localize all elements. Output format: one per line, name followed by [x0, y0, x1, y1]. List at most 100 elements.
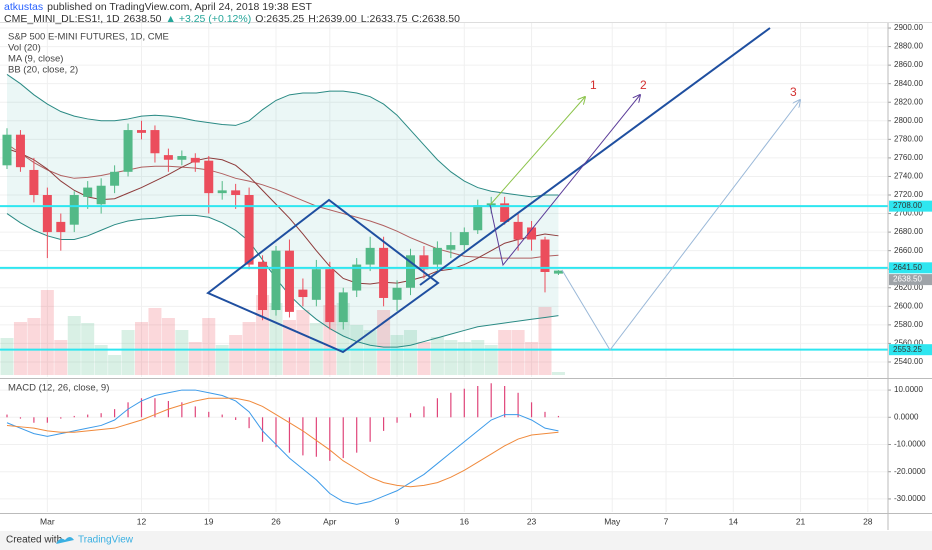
y-tick-label: 2560.00: [894, 339, 923, 348]
footer-brand[interactable]: TradingView: [78, 535, 134, 546]
volume-bar: [121, 330, 135, 375]
y-tick-label: 2580.00: [894, 320, 923, 329]
volume-bar: [377, 310, 391, 375]
candle-body: [338, 292, 348, 323]
legend-entry: MACD (12, 26, close, 9): [8, 383, 109, 394]
volume-bar: [484, 345, 498, 375]
volume-bar: [404, 330, 417, 375]
candle-body: [29, 169, 39, 196]
y-tick-label: 2800.00: [894, 116, 923, 125]
x-tick-label: Apr: [323, 516, 336, 526]
candle-body: [527, 227, 537, 240]
bb-lower: [6, 213, 559, 348]
level-label: 2708.00: [893, 201, 922, 210]
logo: [56, 537, 74, 544]
candle-body: [177, 156, 187, 160]
last-price-label: 2638.50: [893, 275, 922, 284]
level-label-box: [889, 200, 932, 212]
candle-body: [42, 195, 52, 233]
diamond-drawing: [206, 198, 440, 354]
x-tick-label: 7: [664, 516, 669, 526]
y-tick-label: 2900.00: [894, 23, 923, 32]
candle-body: [163, 155, 173, 160]
last-price-box: [889, 274, 932, 286]
volume-bar: [229, 335, 243, 375]
volume-bar: [296, 310, 310, 375]
y-tick-label: 2720.00: [894, 190, 923, 199]
candle-body: [379, 247, 389, 298]
volume-bar: [551, 372, 565, 375]
candle-body: [392, 287, 402, 300]
y-tick-label: 2820.00: [894, 97, 923, 106]
volume-bar: [511, 330, 525, 375]
candle-body: [258, 261, 268, 311]
candle-body: [123, 130, 133, 172]
volume-bar: [444, 340, 458, 375]
x-tick-label: 28: [863, 516, 873, 526]
annotation: 1: [590, 78, 597, 92]
volume-bar: [54, 340, 68, 375]
signal-line: [6, 397, 559, 488]
volume-bar: [161, 318, 175, 375]
candle-body: [217, 190, 227, 194]
candle-body: [137, 130, 146, 133]
volume-bar: [323, 305, 337, 375]
y-tick-label: 2620.00: [894, 283, 923, 292]
volume-bar: [498, 330, 512, 375]
arrow-1: [489, 97, 585, 206]
bb-basis: [6, 143, 559, 259]
candle-body: [83, 187, 93, 197]
price: 2638.50: [123, 13, 162, 25]
x-tick-label: 21: [796, 516, 806, 526]
candle-body: [96, 185, 106, 205]
legend-entry: Vol (20): [8, 43, 41, 54]
header: atkustas published on TradingView.com, Ap…: [4, 1, 464, 25]
candle-body: [15, 134, 25, 168]
y-tick-label: 2860.00: [894, 60, 923, 69]
legend-entry: MA (9, close): [8, 54, 63, 65]
volume-bar: [538, 307, 552, 375]
y-tick-label: -10.0000: [894, 440, 926, 449]
level-label-box: [889, 262, 932, 274]
candle-body: [2, 134, 12, 166]
x-tick-label: 12: [137, 516, 147, 526]
x-tick-label: Mar: [40, 516, 55, 526]
volume-bar: [175, 330, 189, 375]
grid: [0, 22, 888, 512]
y-tick-label: 2840.00: [894, 79, 923, 88]
y-tick-label: 2880.00: [894, 42, 923, 51]
candle-body: [540, 239, 550, 272]
volume-bar: [525, 342, 539, 375]
y-tick-label: 10.0000: [894, 385, 923, 394]
published: published on TradingView.com, April 24, …: [47, 1, 312, 13]
volume-bar: [215, 345, 229, 375]
footer-bar: [0, 531, 932, 550]
candle-body: [325, 269, 335, 323]
annotation: 2: [640, 78, 647, 92]
candle-body: [365, 247, 375, 265]
arrow-3: [561, 100, 800, 351]
annotation: 3: [790, 85, 797, 99]
y-tick-label: 2680.00: [894, 227, 923, 236]
volume-bar: [390, 335, 404, 375]
volume-bar: [40, 290, 54, 375]
y-tick-label: 2780.00: [894, 134, 923, 143]
volume-bar: [417, 342, 431, 375]
candle-body: [419, 255, 429, 270]
volume-bar: [13, 322, 27, 375]
volume-bar: [430, 337, 444, 375]
candle-body: [513, 221, 523, 240]
x-tick-label: 19: [204, 516, 214, 526]
ohlc-close: C:2638.50: [411, 13, 460, 25]
candle-body: [284, 250, 294, 312]
volume-bar: [282, 320, 296, 375]
macd-line: [6, 389, 559, 505]
candle-body: [150, 130, 160, 154]
author[interactable]: atkustas: [4, 1, 44, 13]
volume-bar: [135, 322, 148, 375]
candle-body: [446, 245, 456, 250]
drawings: 1 2 3: [206, 27, 800, 354]
candle-body: [231, 190, 241, 196]
y-tick-label: -30.0000: [894, 494, 926, 503]
x-tick-label: 23: [527, 516, 537, 526]
